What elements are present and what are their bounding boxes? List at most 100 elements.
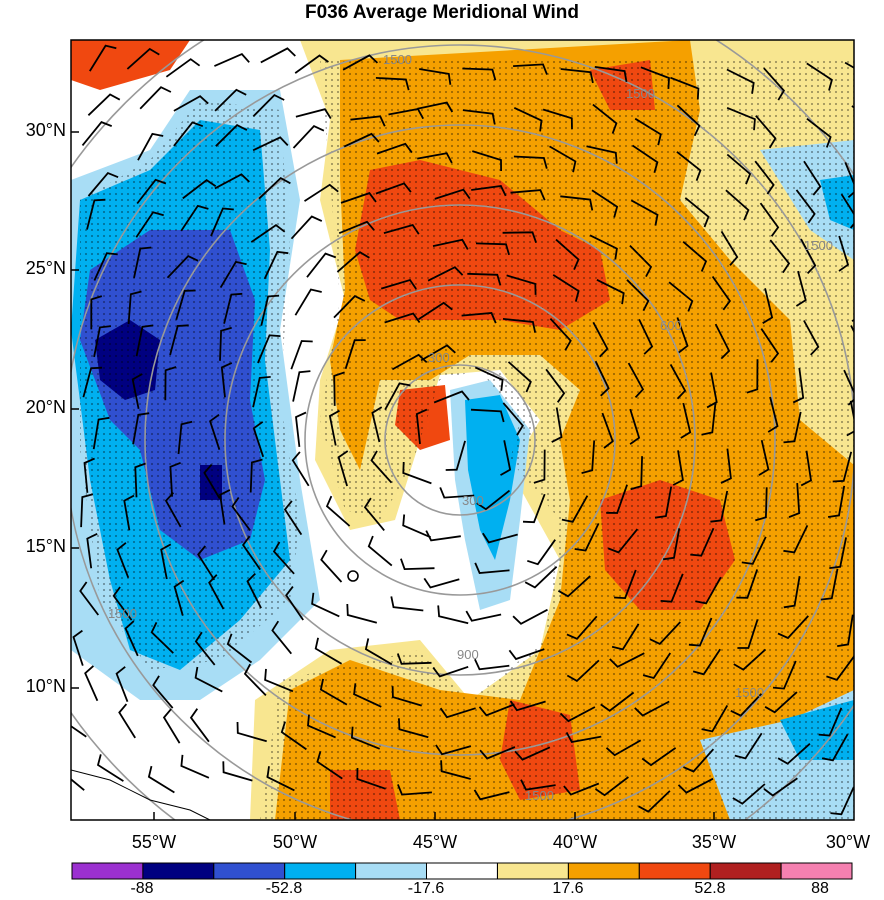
wind-barb [844, 162, 854, 198]
wind-barb [136, 178, 167, 205]
wind-barb [763, 67, 786, 101]
wind-barb [396, 653, 432, 665]
wind-barb [418, 301, 453, 321]
wind-barb [769, 239, 791, 274]
wind-barb [257, 334, 281, 364]
wind-barb [762, 288, 774, 324]
contour-label: 300 [462, 493, 484, 508]
wind-barb [209, 413, 221, 450]
wind-barb [164, 366, 177, 401]
wind-barb [439, 487, 475, 499]
wind-barb [512, 608, 548, 625]
wind-barb [173, 121, 204, 147]
wind-barb [662, 528, 681, 561]
wind-barb [333, 371, 345, 406]
wind-barb [439, 707, 476, 719]
longitude-label: 55°W [131, 832, 177, 852]
wind-barb [398, 718, 429, 739]
wind-barb [510, 189, 546, 201]
wind-barb [725, 189, 750, 221]
wind-barb [131, 373, 143, 409]
latitude-label: 20°N [25, 397, 66, 417]
wind-barb [777, 615, 809, 640]
wind-barb [314, 637, 343, 665]
colorbar-swatch [426, 862, 498, 880]
wind-barb [513, 155, 548, 169]
wind-barb [800, 238, 817, 275]
wind-barb [502, 231, 537, 243]
wind-barb [795, 270, 807, 307]
wind-barb [566, 615, 598, 640]
wind-barb [783, 576, 801, 609]
wind-barb [306, 252, 337, 278]
wind-barb [475, 242, 510, 256]
wind-barb [123, 494, 135, 531]
wind-barb [86, 198, 106, 230]
wind-barb [760, 328, 780, 363]
wind-barb [803, 320, 820, 356]
colorbar-swatch [142, 862, 215, 880]
wind-barb [252, 376, 271, 408]
wind-barb [343, 132, 380, 148]
wind-barb [223, 292, 243, 324]
wind-barb [764, 691, 798, 714]
wind-barb [89, 44, 117, 72]
wind-barb [402, 514, 432, 539]
wind-barb [294, 54, 329, 74]
wind-barb [777, 743, 811, 765]
wind-barb [473, 789, 510, 801]
wind-barb [560, 195, 594, 211]
colorbar-label: 88 [811, 880, 829, 897]
wind-barb [701, 704, 729, 733]
wind-barb [545, 368, 566, 403]
latitude-label: 15°N [25, 536, 66, 556]
wind-barb [669, 363, 687, 400]
wind-barb [342, 54, 379, 71]
wind-barb [180, 204, 209, 232]
wind-barb [720, 230, 739, 266]
wind-barb [152, 675, 174, 709]
wind-barb [557, 575, 591, 598]
wind-barb [783, 411, 802, 444]
wind-barb [260, 294, 280, 326]
longitude-label: 40°W [552, 832, 598, 852]
wind-barb [116, 542, 130, 579]
wind-barb [437, 605, 469, 625]
wind-barb [806, 62, 833, 91]
wind-barb [147, 765, 175, 794]
wind-barb [434, 188, 471, 200]
wind-barb [478, 703, 515, 717]
wind-barb [682, 241, 708, 272]
wind-barb [502, 402, 524, 436]
wind-barb [559, 706, 596, 723]
wind-barb [263, 250, 289, 280]
colorbar-swatch [284, 862, 357, 880]
wind-barb [726, 153, 752, 185]
wind-barb [376, 142, 413, 155]
wind-barb [746, 359, 759, 394]
wind-barb [470, 408, 505, 423]
wind-barb [266, 766, 295, 792]
wind-barb [169, 461, 181, 497]
colorbar-swatch [71, 862, 144, 880]
colorbar-label: 17.6 [552, 880, 584, 897]
contour-label: 1500 [804, 238, 833, 253]
wind-barb [337, 450, 349, 487]
wind-barb [642, 652, 672, 680]
wind-barb [591, 189, 619, 218]
wind-barb [219, 260, 247, 289]
wind-barb [542, 108, 573, 130]
wind-barb [425, 530, 461, 542]
wind-barb [640, 66, 670, 89]
wind-barb [701, 402, 717, 436]
wind-barb [350, 115, 386, 127]
wind-barb [415, 408, 428, 445]
wind-barb [758, 439, 770, 476]
wind-barb [336, 251, 370, 273]
wind-barb [292, 125, 325, 149]
wind-barb [837, 614, 854, 647]
wind-barb [291, 451, 310, 487]
wind-barb [508, 648, 545, 661]
wind-barb [592, 321, 609, 358]
